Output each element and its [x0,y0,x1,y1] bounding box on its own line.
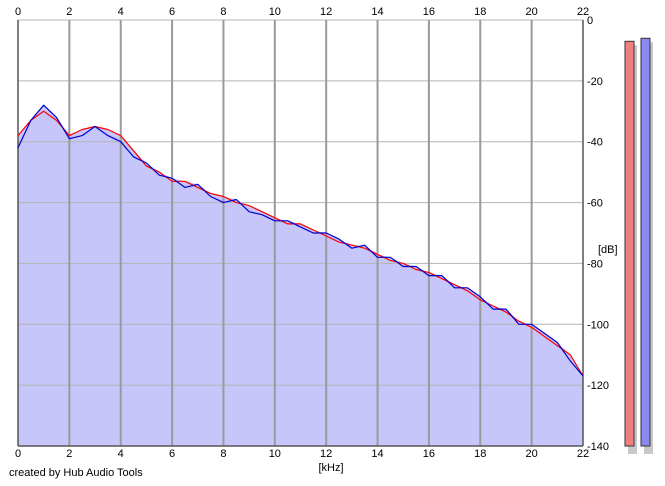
x-axis-label: [kHz] [318,462,343,474]
tick-labels: 002244668810101212141416161818202022220-… [15,6,609,460]
x-tick-label-top: 2 [66,6,72,18]
level-meter-left [624,40,635,447]
x-tick-label-bottom: 10 [269,448,281,460]
x-tick-label-bottom: 14 [371,448,383,460]
y-tick-label: -100 [587,319,609,331]
credit-text: created by Hub Audio Tools [9,467,143,479]
spectrum-area [18,105,583,446]
x-tick-label-top: 12 [320,6,332,18]
x-tick-label-bottom: 2 [66,448,72,460]
x-tick-label-bottom: 0 [15,448,21,460]
x-tick-label-bottom: 16 [423,448,435,460]
x-tick-label-bottom: 20 [526,448,538,460]
x-tick-label-bottom: 4 [118,448,124,460]
level-meter-right [640,37,651,447]
y-axis-label: [dB] [598,244,618,256]
x-tick-label-bottom: 6 [169,448,175,460]
x-tick-label-top: 8 [220,6,226,18]
spectrum-lines [17,104,584,377]
series-line-right [17,104,584,377]
y-tick-label: -40 [587,137,603,149]
x-tick-label-top: 4 [118,6,124,18]
x-tick-label-top: 6 [169,6,175,18]
x-tick-label-top: 16 [423,6,435,18]
x-tick-label-bottom: 18 [474,448,486,460]
x-tick-label-bottom: 22 [577,448,589,460]
x-tick-label-top: 0 [15,6,21,18]
x-tick-label-top: 10 [269,6,281,18]
y-tick-label: -20 [587,76,603,88]
y-tick-label: -140 [587,441,609,453]
x-tick-label-bottom: 12 [320,448,332,460]
x-tick-label-top: 18 [474,6,486,18]
x-tick-label-top: 20 [526,6,538,18]
x-tick-label-top: 22 [577,6,589,18]
y-tick-label: 0 [587,15,593,27]
series-line-left [17,110,584,377]
y-tick-label: -60 [587,198,603,210]
x-tick-label-top: 14 [371,6,383,18]
spectrum-fill [18,105,583,446]
x-tick-label-bottom: 8 [220,448,226,460]
y-tick-label: -120 [587,380,609,392]
level-meters [624,37,653,455]
grid [17,19,584,447]
y-tick-label: -80 [587,258,603,270]
